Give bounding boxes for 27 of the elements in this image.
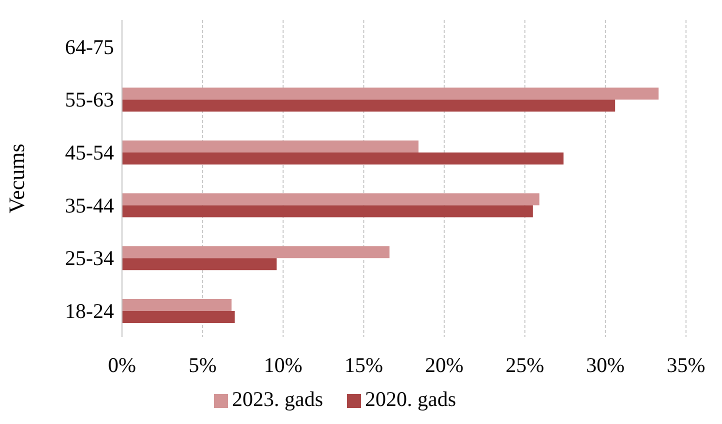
x-tick-label: 15%	[344, 352, 383, 377]
x-tick-label: 5%	[188, 352, 217, 377]
y-tick-label: 55-63	[65, 88, 114, 112]
bar	[122, 258, 277, 270]
x-tick-label: 35%	[666, 352, 706, 377]
bar	[122, 140, 419, 152]
bar	[122, 298, 232, 311]
y-tick-label: 64-75	[65, 34, 114, 59]
x-tick-label: 30%	[586, 352, 625, 377]
x-tick-label: 20%	[425, 352, 464, 377]
y-tick-label: 18-24	[65, 299, 114, 324]
bar	[122, 152, 564, 164]
x-tick-label: 25%	[506, 352, 544, 377]
y-tick-label: 45-54	[65, 140, 114, 165]
bar	[122, 193, 540, 206]
y-axis-title: Vecums	[4, 144, 29, 214]
x-tick-label: 0%	[108, 352, 136, 377]
legend-label: 2023. gads	[232, 387, 323, 411]
x-tick-label: 10%	[264, 352, 302, 377]
y-tick-label: 25-34	[65, 246, 114, 270]
y-tick-label: 35-44	[65, 193, 114, 218]
legend-label: 2020. gads	[365, 387, 456, 411]
bar	[122, 100, 616, 112]
bar	[122, 246, 390, 258]
bar	[122, 205, 533, 218]
bar	[122, 310, 235, 323]
bar	[122, 88, 659, 100]
